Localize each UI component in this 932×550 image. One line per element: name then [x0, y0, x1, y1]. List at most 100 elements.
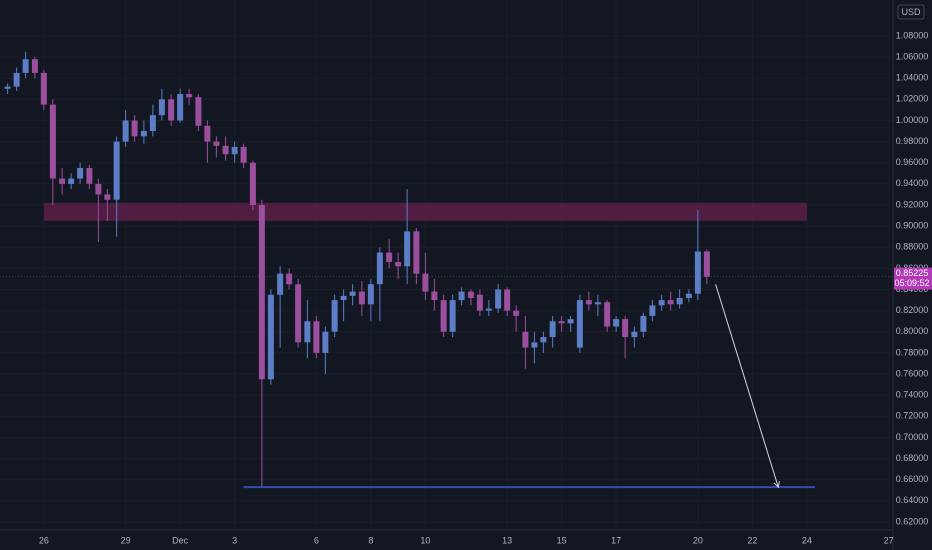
y-tick-label: 0.64000: [896, 495, 929, 505]
candle-body: [86, 168, 93, 184]
candle-body: [322, 331, 329, 353]
x-tick-label: 10: [420, 535, 430, 545]
y-tick-label: 0.74000: [896, 390, 929, 400]
y-tick-label: 0.66000: [896, 474, 929, 484]
y-tick-label: 0.98000: [896, 136, 929, 146]
candle-body: [204, 125, 211, 142]
x-tick-label: 20: [693, 535, 703, 545]
y-tick-label: 0.68000: [896, 453, 929, 463]
candle-body: [313, 321, 320, 353]
candle-body: [467, 291, 474, 298]
candle-body: [576, 300, 583, 348]
candle-body: [77, 168, 84, 179]
candle-body: [449, 300, 456, 332]
candle-body: [703, 251, 710, 277]
candle-body: [4, 86, 11, 89]
x-tick-label: 13: [502, 535, 512, 545]
candle-body: [540, 337, 547, 343]
candle-body: [685, 293, 692, 298]
y-tick-label: 0.76000: [896, 368, 929, 378]
candle-body: [186, 94, 193, 98]
y-tick-label: 0.88000: [896, 242, 929, 252]
candle-body: [304, 321, 311, 343]
candle-body: [168, 99, 175, 121]
candle-body: [395, 262, 402, 267]
candle-body: [404, 231, 411, 267]
candle-body: [558, 321, 565, 324]
arrow-line: [715, 284, 779, 488]
x-tick-label: 29: [121, 535, 131, 545]
x-tick-label: 26: [39, 535, 49, 545]
candle-body: [649, 305, 656, 316]
x-tick-label: 8: [368, 535, 373, 545]
y-tick-label: 1.00000: [896, 115, 929, 125]
y-tick-label: 0.70000: [896, 432, 929, 442]
y-tick-label: 0.94000: [896, 178, 929, 188]
y-tick-label: 1.06000: [896, 51, 929, 61]
candle-body: [504, 289, 511, 311]
candle-body: [286, 273, 293, 285]
candle-body: [331, 300, 338, 332]
candle-body: [222, 145, 229, 155]
candle-body: [59, 178, 66, 184]
candle-body: [422, 273, 429, 292]
candle-body: [31, 59, 38, 73]
candle-body: [613, 319, 620, 327]
candle-body: [113, 141, 120, 200]
y-tick-label: 0.90000: [896, 220, 929, 230]
candle-body: [367, 284, 374, 305]
candle-body: [340, 295, 347, 301]
candle-body: [140, 131, 147, 137]
candle-body: [567, 319, 574, 324]
currency-badge[interactable]: [897, 4, 925, 20]
y-tick-label: 0.80000: [896, 326, 929, 336]
x-tick-label: 6: [314, 535, 319, 545]
candle-body: [267, 294, 274, 380]
candle-body: [122, 120, 129, 142]
x-tick-label: 24: [802, 535, 812, 545]
candle-body: [458, 291, 465, 301]
arrow-head: [773, 481, 780, 489]
y-tick-label: 0.92000: [896, 199, 929, 209]
y-tick-label: 0.96000: [896, 157, 929, 167]
candle-body: [22, 59, 29, 73]
countdown-label: 05:09:52: [894, 278, 929, 288]
y-tick-label: 0.82000: [896, 305, 929, 315]
candle-body: [631, 331, 638, 338]
x-tick-label: 22: [747, 535, 757, 545]
candle-body: [158, 99, 165, 116]
candle-body: [440, 300, 447, 332]
candle-body: [149, 115, 156, 132]
last-price-badge: [894, 267, 932, 290]
candle-body: [640, 315, 647, 332]
candle-body: [485, 308, 492, 311]
candle-body: [622, 319, 629, 338]
candle-body: [195, 97, 202, 126]
candle-body: [231, 146, 238, 155]
currency: USD: [901, 7, 921, 17]
candle-body: [240, 146, 247, 163]
y-tick-label: 1.04000: [896, 73, 929, 83]
candle-body: [549, 321, 556, 338]
resistance-zone: [43, 202, 807, 221]
x-tick-label: 15: [557, 535, 567, 545]
x-tick-label: 3: [232, 535, 237, 545]
y-tick-label: 0.72000: [896, 411, 929, 421]
y-tick-label: 0.78000: [896, 347, 929, 357]
candle-body: [376, 252, 383, 285]
candle-body: [667, 300, 674, 305]
candle-body: [349, 291, 356, 296]
candle-body: [13, 72, 20, 87]
candle-body: [358, 291, 365, 305]
candle-body: [585, 300, 592, 305]
candle-body: [131, 120, 138, 137]
candle-body: [258, 204, 265, 380]
candle-body: [40, 72, 47, 105]
candle-body: [295, 284, 302, 343]
candle-body: [513, 310, 520, 316]
candle-body: [431, 291, 438, 301]
candle-body: [277, 273, 284, 295]
candle-body: [495, 289, 502, 309]
